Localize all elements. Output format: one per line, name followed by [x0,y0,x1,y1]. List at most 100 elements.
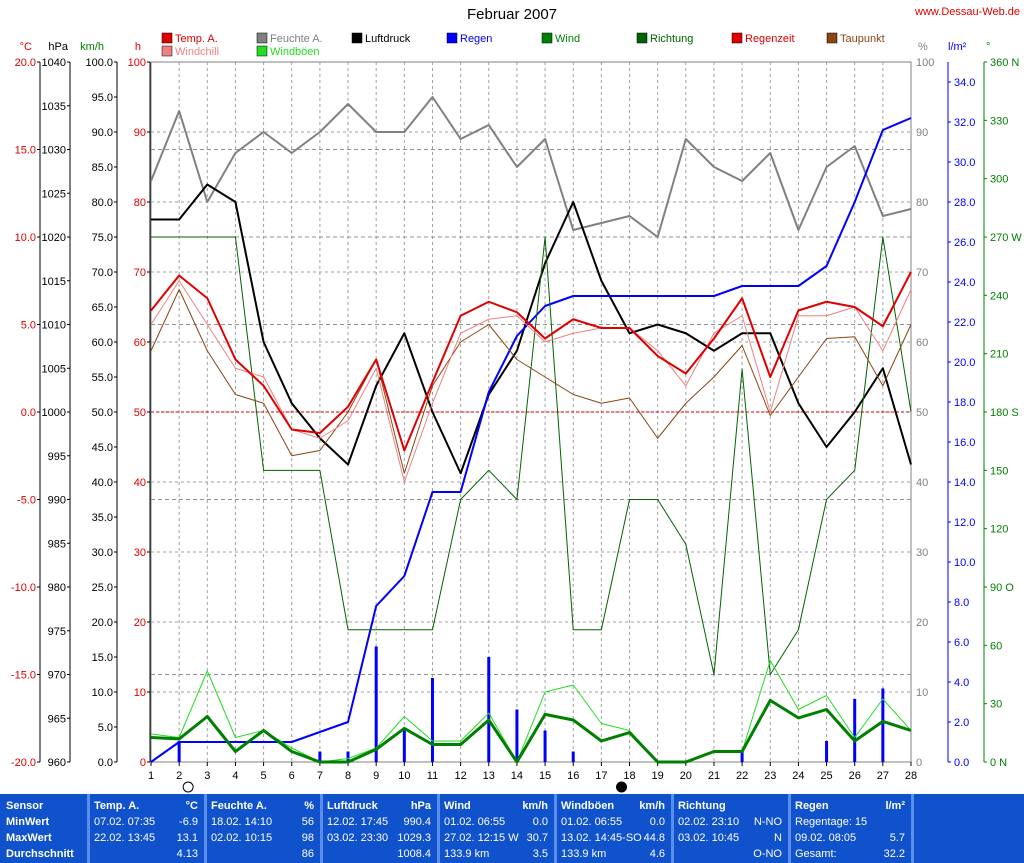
series-taupunkt [150,289,912,474]
legend-label: Regen [460,33,492,45]
stats-min-time: 12.02. 17:45 [327,816,389,828]
tick-label-wind: 5.0 [98,722,113,734]
stats-min-val: 0.0 [532,816,548,828]
tick-label-direction: 240 [990,290,1008,302]
tick-label-wind: 35.0 [92,512,113,524]
tick-label-x: 18 [623,770,635,782]
bar-regenzeit [571,751,575,762]
tick-label-wind: 75.0 [92,232,113,244]
tick-label-pressure: 1010 [42,320,66,332]
tick-label-rain: 2.0 [954,717,969,729]
tick-label-hours: 10 [134,687,146,699]
tick-label-rain: 24.0 [954,277,975,289]
tick-label-pressure: 970 [48,670,66,682]
tick-label-pressure: 985 [48,538,66,550]
legend-swatch [636,32,648,44]
tick-label-pressure: 960 [48,757,66,769]
stats-avg-val: 3.5 [532,848,548,860]
stats-head: Richtung [678,800,726,812]
bar-regenzeit [318,751,322,762]
stats-max-time: 09.02. 08:05 [795,832,857,844]
tick-label-x: 17 [595,770,607,782]
tick-label-x: 9 [373,770,379,782]
stats-max-val: 98 [301,832,314,844]
stats-avg-val: 4.13 [176,848,198,860]
tick-label-rain: 0.0 [954,757,969,769]
tick-label-pressure: 1015 [42,276,66,288]
tick-label-wind: 30.0 [92,547,113,559]
tick-label-wind: 45.0 [92,442,113,454]
tick-label-direction: 330 [990,115,1008,127]
legend-label: Windböen [270,46,320,58]
tick-label-pressure: 995 [48,451,66,463]
tick-label-pressure: 1035 [42,101,66,113]
stats-unit: km/h [522,800,548,812]
tick-label-temp: -10.0 [11,582,36,594]
stats-head: Windböen [561,800,615,812]
tick-label-x: 7 [317,770,323,782]
legend-label: Taupunkt [840,33,885,45]
bar-regenzeit [346,751,350,762]
tick-label-direction: 300 [990,174,1008,186]
tick-label-humidity: 20 [916,617,928,629]
stats-min-time: 07.02. 07:35 [94,816,156,828]
stats-unit: % [304,800,314,812]
tick-label-direction: 0 N [990,757,1007,769]
stats-label-min: MinWert [6,816,50,828]
tick-label-wind: 65.0 [92,302,113,314]
tick-label-humidity: 60 [916,337,928,349]
series-windb-en [150,660,912,763]
series-windchill [150,280,912,483]
tick-label-hours: 40 [134,477,146,489]
stats-head: Regen [795,800,829,812]
tick-label-x: 20 [680,770,692,782]
tick-label-pressure: 1005 [42,363,66,375]
series-luftdruck [151,183,912,475]
tick-label-humidity: 0 [916,757,922,769]
weather-chart: 20.015.010.05.00.0-5.0-10.0-15.0-20.0104… [11,32,1022,793]
bar-regenzeit [374,646,378,762]
site-link[interactable]: www.Dessau-Web.de [915,6,1020,18]
tick-label-rain: 18.0 [954,397,975,409]
axis-label-temp: °C [20,41,32,53]
tick-label-temp: 10.0 [15,232,36,244]
tick-label-direction: 180 S [990,407,1019,419]
stats-avg-val: 4.6 [649,848,665,860]
stats-label-max: MaxWert [6,832,52,844]
legend-swatch [446,32,458,44]
stats-avg-val: O-NO [753,848,782,860]
axis-label-hours: h [135,41,141,53]
tick-label-wind: 60.0 [92,337,113,349]
tick-label-direction: 150 [990,465,1008,477]
tick-label-x: 12 [455,770,467,782]
tick-label-temp: -20.0 [11,757,36,769]
tick-label-temp: 20.0 [15,57,36,69]
tick-label-pressure: 1040 [42,57,66,69]
tick-label-x: 16 [567,770,579,782]
series-feuchte-a- [150,96,912,238]
axis-label-humidity: % [918,41,928,53]
stats-avg-label: Gesamt: [795,848,837,860]
tick-label-wind: 10.0 [92,687,113,699]
stats-col-regen: Regen l/m² Regentage: 15 09.02. 08:05 5.7 Ges… [791,794,914,863]
axis-label-pressure: hPa [48,41,68,53]
new-moon-icon [182,781,194,793]
legend-swatch [256,45,268,57]
tick-label-x: 1 [148,770,154,782]
tick-label-x: 27 [877,770,889,782]
tick-label-hours: 100 [128,57,146,69]
legend-swatch [731,32,743,44]
tick-label-wind: 90.0 [92,127,113,139]
tick-label-temp: -5.0 [17,495,36,507]
tick-label-hours: 70 [134,267,146,279]
tick-label-direction: 30 [990,699,1002,711]
legend-swatch [351,32,363,44]
stats-head: Wind [444,800,471,812]
tick-label-x: 21 [708,770,720,782]
tick-label-humidity: 10 [916,687,928,699]
tick-label-rain: 4.0 [954,677,969,689]
stats-row-labels: Sensor MinWert MaxWert Durchschnitt [0,794,90,863]
tick-label-wind: 20.0 [92,617,113,629]
tick-label-rain: 30.0 [954,157,975,169]
stats-col-richtung: Richtung 02.02. 23:10 N-NO 03.02. 10:45 N O-N… [674,794,791,863]
